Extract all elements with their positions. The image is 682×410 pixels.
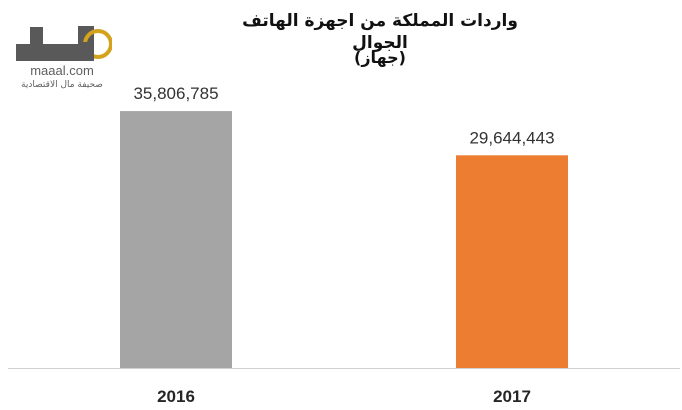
data-label-2016: 35,806,785 (133, 84, 218, 103)
x-tick-label-2016: 2016 (157, 387, 195, 406)
maaal-logo-mark (16, 26, 112, 61)
logo-tagline: صحيفة مال الاقتصادية (21, 80, 103, 90)
chart-subtitle: (جهاز) (354, 48, 406, 67)
maaal-logo: maaal.com صحيفة مال الاقتصادية (12, 22, 117, 102)
bar-2016 (120, 111, 232, 369)
bar-2017 (456, 155, 568, 368)
chart-title: واردات المملكة من اجهزة الهاتف الجوال (242, 11, 518, 53)
data-label-2017: 29,644,443 (469, 128, 554, 147)
x-tick-label-2017: 2017 (493, 387, 531, 406)
logo-domain: maaal.com (30, 63, 94, 78)
